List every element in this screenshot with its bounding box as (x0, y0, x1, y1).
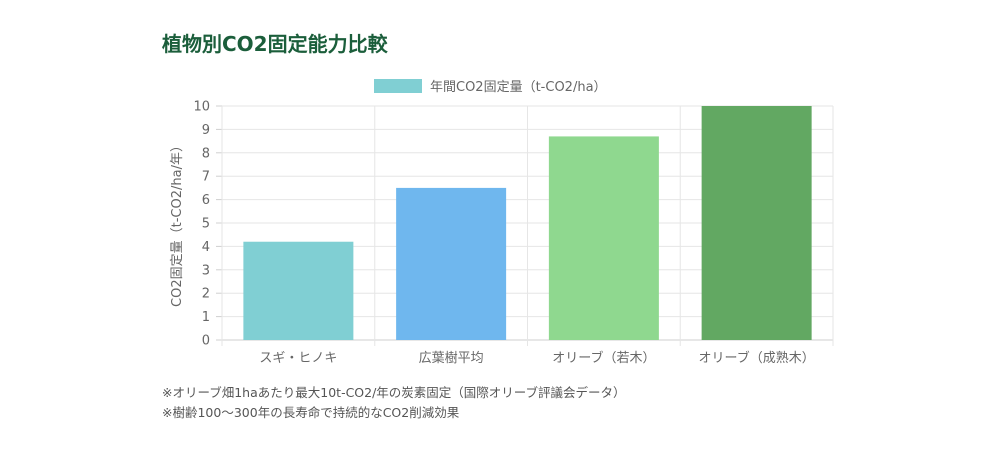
x-tick-label: 広葉樹平均 (419, 351, 484, 366)
page-title: 植物別CO2固定能力比較 (162, 32, 388, 56)
y-tick-label: 10 (193, 100, 210, 115)
y-tick-label: 3 (202, 263, 210, 278)
y-tick-label: 0 (202, 334, 210, 349)
bar (548, 136, 659, 340)
footnote-1: ※オリーブ畑1haあたり最大10t-CO2/年の炭素固定（国際オリーブ評議会デー… (162, 385, 626, 400)
bar (396, 187, 507, 340)
y-tick-label: 4 (202, 240, 210, 255)
y-tick-label: 9 (202, 123, 210, 138)
y-tick-label: 8 (202, 146, 210, 161)
x-tick-label: オリーブ（若木） (552, 350, 655, 366)
y-tick-label: 5 (202, 217, 210, 232)
y-axis-title: CO2固定量（t-CO2/ha/年） (170, 139, 185, 307)
legend-swatch (374, 79, 422, 93)
y-tick-label: 1 (202, 310, 210, 325)
x-tick-label: スギ・ヒノキ (259, 351, 337, 366)
footnotes: ※オリーブ畑1haあたり最大10t-CO2/年の炭素固定（国際オリーブ評議会デー… (162, 383, 626, 423)
y-tick-label: 7 (202, 170, 210, 185)
y-tick-label: 6 (202, 193, 210, 208)
y-tick-label: 2 (202, 287, 210, 302)
footnote-2: ※樹齢100〜300年の長寿命で持続的なCO2削減効果 (162, 405, 460, 420)
bar (701, 106, 812, 340)
bar (243, 241, 354, 340)
legend-label: 年間CO2固定量（t-CO2/ha） (430, 80, 607, 95)
x-tick-label: オリーブ（成熟木） (699, 350, 815, 366)
